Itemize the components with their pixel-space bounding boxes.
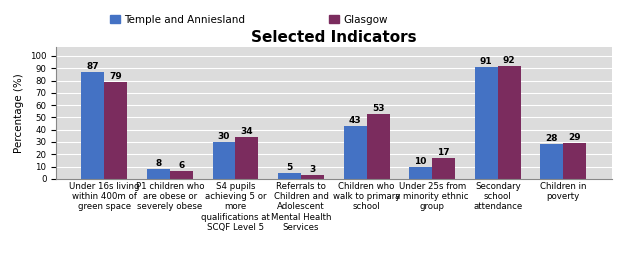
Bar	[170, 171, 193, 179]
Bar	[81, 72, 104, 179]
Bar	[563, 143, 587, 179]
Text: 92: 92	[503, 56, 515, 65]
Text: 10: 10	[414, 156, 427, 166]
Bar	[213, 142, 235, 179]
Bar	[344, 126, 367, 179]
Text: 30: 30	[218, 132, 230, 141]
Y-axis label: Percentage (%): Percentage (%)	[14, 73, 24, 153]
Bar	[540, 144, 563, 179]
Text: 3: 3	[310, 165, 316, 174]
Bar	[475, 67, 498, 179]
Bar	[409, 166, 432, 179]
Bar	[367, 114, 389, 179]
Text: 87: 87	[87, 62, 99, 71]
Bar	[104, 82, 127, 179]
Bar	[147, 169, 170, 179]
Text: 28: 28	[545, 134, 558, 143]
Legend: Temple and Anniesland, Glasgow: Temple and Anniesland, Glasgow	[106, 11, 392, 29]
Bar	[301, 175, 324, 179]
Text: 43: 43	[349, 116, 361, 125]
Text: 91: 91	[480, 57, 492, 66]
Text: 34: 34	[241, 127, 253, 136]
Text: 29: 29	[568, 133, 581, 142]
Text: 6: 6	[178, 161, 185, 170]
Bar	[498, 66, 520, 179]
Bar	[278, 173, 301, 179]
Text: 79: 79	[109, 72, 122, 81]
Text: 5: 5	[286, 163, 293, 172]
Title: Selected Indicators: Selected Indicators	[251, 30, 417, 45]
Bar	[235, 137, 258, 179]
Text: 8: 8	[155, 159, 162, 168]
Text: 17: 17	[437, 148, 450, 157]
Text: 53: 53	[372, 104, 384, 113]
Bar	[432, 158, 455, 179]
